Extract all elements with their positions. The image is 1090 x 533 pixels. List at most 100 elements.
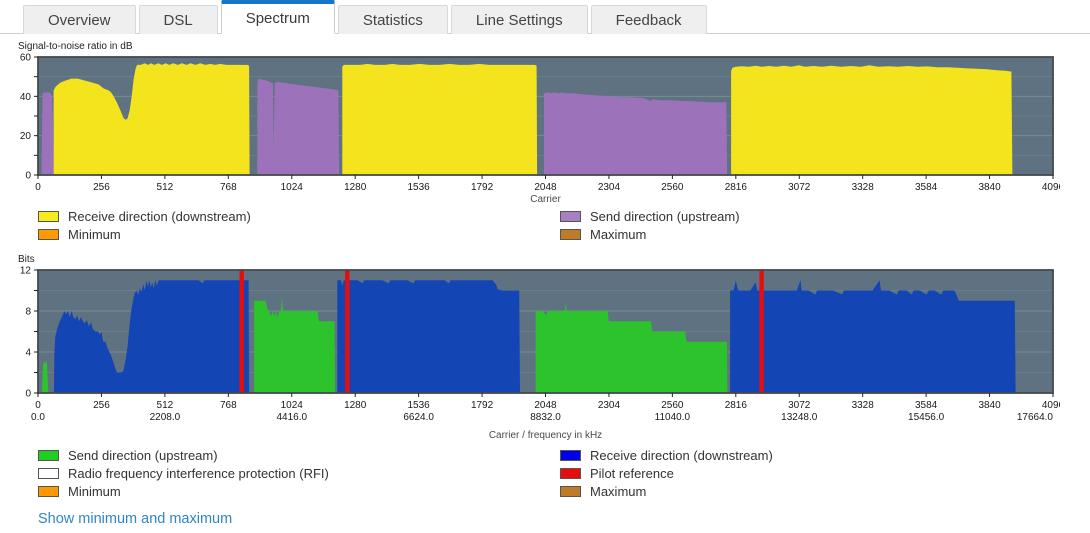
snr-legend-item-minimum: Minimum xyxy=(38,227,560,242)
upstream-area xyxy=(254,296,336,393)
tab-statistics[interactable]: Statistics xyxy=(337,5,448,34)
bits-minimum-swatch-icon xyxy=(38,486,59,497)
x-tick-label: 1280 xyxy=(344,400,367,411)
x-tick-label: 2560 xyxy=(661,400,684,411)
upstream-area xyxy=(257,78,340,175)
bits-legend-item-downstream: Receive direction (downstream) xyxy=(560,448,1090,463)
x-frequency-label: 8832.0 xyxy=(530,412,561,423)
snr-chart-title: Signal-to-noise ratio in dB xyxy=(18,41,133,52)
x-tick-label: 1536 xyxy=(408,400,431,411)
upstream-area xyxy=(42,362,49,393)
x-tick-label: 1280 xyxy=(344,182,367,193)
snr-upstream-swatch-icon xyxy=(560,211,581,222)
bits-legend-item-maximum: Maximum xyxy=(560,484,1090,499)
x-frequency-label: 15456.0 xyxy=(908,412,945,423)
bits-legend-label: Radio frequency interference protection … xyxy=(68,466,329,481)
x-tick-label: 0 xyxy=(35,400,41,411)
upstream-area xyxy=(41,92,54,175)
bits-legend-item-upstream: Send direction (upstream) xyxy=(38,448,560,463)
upstream-area xyxy=(535,303,728,393)
x-tick-label: 256 xyxy=(93,400,110,411)
x-tick-label: 3840 xyxy=(978,400,1001,411)
x-tick-label: 3584 xyxy=(915,182,938,193)
x-tick-label: 3840 xyxy=(978,182,1001,193)
snr-legend-label: Maximum xyxy=(590,227,647,242)
pilot-reference-line xyxy=(239,270,244,393)
bits-legend-item-rfi: Radio frequency interference protection … xyxy=(38,466,560,481)
downstream-area xyxy=(53,63,250,175)
y-tick-label: 60 xyxy=(20,53,32,64)
x-frequency-label: 0.0 xyxy=(31,412,45,423)
tab-overview[interactable]: Overview xyxy=(23,5,136,34)
x-tick-label: 2816 xyxy=(725,182,748,193)
bits-upstream-swatch-icon xyxy=(38,450,59,461)
tab-line-settings[interactable]: Line Settings xyxy=(450,5,588,34)
show-minmax-link[interactable]: Show minimum and maximum xyxy=(38,511,233,527)
bits-pilot-swatch-icon xyxy=(560,468,581,479)
snr-legend: Receive direction (downstream) Send direc… xyxy=(38,209,1090,242)
x-tick-label: 3584 xyxy=(915,400,938,411)
y-tick-label: 40 xyxy=(20,92,32,103)
tab-dsl[interactable]: DSL xyxy=(138,5,218,34)
x-tick-label: 2304 xyxy=(598,400,621,411)
bits-legend-label: Receive direction (downstream) xyxy=(590,448,773,463)
x-frequency-label: 11040.0 xyxy=(655,412,691,423)
snr-legend-item-downstream: Receive direction (downstream) xyxy=(38,209,560,224)
bits-maximum-swatch-icon xyxy=(560,486,581,497)
x-tick-label: 3328 xyxy=(852,400,875,411)
bits-downstream-swatch-icon xyxy=(560,450,581,461)
downstream-area xyxy=(53,280,250,393)
x-frequency-label: 13248.0 xyxy=(781,412,818,423)
x-frequency-label: 2208.0 xyxy=(150,412,181,423)
x-tick-label: 1792 xyxy=(471,400,494,411)
x-tick-label: 2048 xyxy=(534,400,557,411)
snr-legend-item-upstream: Send direction (upstream) xyxy=(560,209,1090,224)
x-tick-label: 768 xyxy=(220,182,237,193)
downstream-area xyxy=(730,280,1016,393)
x-tick-label: 2560 xyxy=(661,182,684,193)
x-tick-label: 512 xyxy=(157,182,174,193)
x-tick-label: 2816 xyxy=(725,400,748,411)
tab-spectrum[interactable]: Spectrum xyxy=(220,0,335,34)
downstream-area xyxy=(337,280,520,393)
y-tick-label: 4 xyxy=(25,348,31,359)
y-tick-label: 0 xyxy=(25,389,31,400)
tab-bar: Overview DSL Spectrum Statistics Line Settin… xyxy=(0,0,1090,34)
x-tick-label: 4096 xyxy=(1042,400,1060,411)
upstream-area xyxy=(544,92,728,175)
x-axis-label: Carrier / frequency in kHz xyxy=(489,430,602,441)
x-frequency-label: 6624.0 xyxy=(403,412,434,423)
x-axis-label: Carrier xyxy=(530,194,561,205)
bits-legend-label: Minimum xyxy=(68,484,121,499)
snr-legend-label: Minimum xyxy=(68,227,121,242)
bits-rfi-swatch-icon xyxy=(38,468,59,479)
x-tick-label: 2048 xyxy=(534,182,557,193)
bits-legend-label: Send direction (upstream) xyxy=(68,448,218,463)
pilot-reference-line xyxy=(759,270,764,393)
bits-chart-title: Bits xyxy=(18,254,35,265)
snr-legend-label: Send direction (upstream) xyxy=(590,209,740,224)
pilot-reference-line xyxy=(345,270,350,393)
x-tick-label: 4096 xyxy=(1042,182,1060,193)
x-frequency-label: 17664.0 xyxy=(1017,412,1054,423)
x-tick-label: 512 xyxy=(157,400,174,411)
snr-legend-item-maximum: Maximum xyxy=(560,227,1090,242)
downstream-area xyxy=(342,63,538,175)
bits-legend-item-minimum: Minimum xyxy=(38,484,560,499)
x-tick-label: 1536 xyxy=(408,182,431,193)
y-tick-label: 0 xyxy=(25,171,31,182)
downstream-area xyxy=(731,65,1013,175)
x-tick-label: 1024 xyxy=(281,182,304,193)
bits-legend-item-pilot: Pilot reference xyxy=(560,466,1090,481)
snr-maximum-swatch-icon xyxy=(560,229,581,240)
x-tick-label: 1792 xyxy=(471,182,494,193)
y-tick-label: 8 xyxy=(25,307,31,318)
x-tick-label: 2304 xyxy=(598,182,621,193)
snr-minimum-swatch-icon xyxy=(38,229,59,240)
snr-downstream-swatch-icon xyxy=(38,211,59,222)
x-tick-label: 256 xyxy=(93,182,110,193)
tab-feedback[interactable]: Feedback xyxy=(590,5,707,34)
x-tick-label: 3328 xyxy=(852,182,875,193)
x-tick-label: 1024 xyxy=(281,400,304,411)
y-tick-label: 20 xyxy=(20,131,32,142)
